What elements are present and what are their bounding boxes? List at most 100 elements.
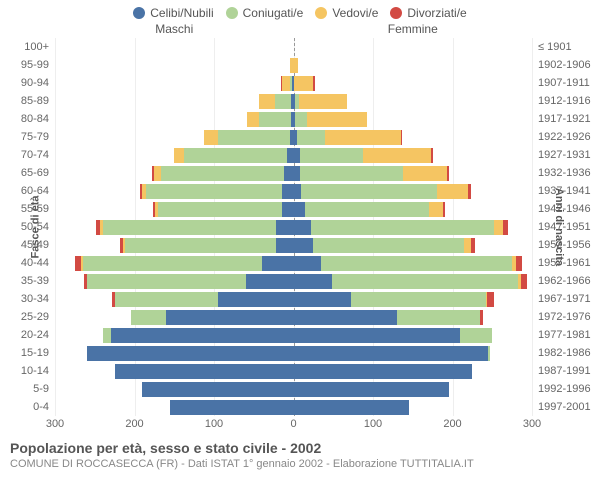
- bar-segment: [471, 238, 475, 253]
- female-bar: [294, 94, 533, 109]
- bar-segment: [294, 328, 461, 343]
- age-label: 55-59: [0, 203, 55, 215]
- bar-segment: [218, 130, 290, 145]
- bar-segment: [494, 220, 504, 235]
- bar-pair: [55, 112, 532, 127]
- bar-segment: [295, 112, 307, 127]
- female-bar: [294, 274, 533, 289]
- bar-segment: [204, 130, 218, 145]
- age-row: 25-291972-1976: [0, 308, 600, 326]
- age-label: 100+: [0, 41, 55, 53]
- bar-pair: [55, 202, 532, 217]
- female-bar: [294, 256, 533, 271]
- bar-pair: [55, 310, 532, 325]
- birth-year-label: 1987-1991: [532, 365, 600, 377]
- male-bar: [55, 94, 294, 109]
- bar-segment: [403, 166, 447, 181]
- legend-item: Vedovi/e: [315, 6, 378, 20]
- bar-segment: [294, 310, 397, 325]
- female-bar: [294, 40, 533, 55]
- bar-segment: [363, 148, 431, 163]
- female-header: Femmine: [294, 22, 533, 36]
- male-bar: [55, 40, 294, 55]
- bar-segment: [429, 202, 443, 217]
- bar-segment: [294, 238, 314, 253]
- birth-year-label: 1962-1966: [532, 275, 600, 287]
- age-label: 0-4: [0, 401, 55, 413]
- male-bar: [55, 130, 294, 145]
- age-label: 40-44: [0, 257, 55, 269]
- female-bar: [294, 130, 533, 145]
- age-label: 50-54: [0, 221, 55, 233]
- bar-pair: [55, 238, 532, 253]
- bar-segment: [460, 328, 492, 343]
- birth-year-label: 1972-1976: [532, 311, 600, 323]
- birth-year-label: 1937-1941: [532, 185, 600, 197]
- bar-segment: [247, 112, 259, 127]
- male-bar: [55, 364, 294, 379]
- female-bar: [294, 184, 533, 199]
- age-label: 20-24: [0, 329, 55, 341]
- legend-item: Coniugati/e: [226, 6, 304, 20]
- birth-year-label: 1957-1961: [532, 257, 600, 269]
- male-bar: [55, 382, 294, 397]
- x-tick: 100: [205, 418, 223, 430]
- bar-segment: [351, 292, 486, 307]
- male-bar: [55, 112, 294, 127]
- bar-segment: [521, 274, 527, 289]
- x-tick: 200: [125, 418, 143, 430]
- birth-year-label: 1932-1936: [532, 167, 600, 179]
- x-tick: 300: [523, 418, 541, 430]
- age-row: 40-44 1957-1961: [0, 254, 600, 272]
- bar-pair: [55, 58, 532, 73]
- legend-marker: [133, 7, 145, 19]
- bar-segment: [259, 94, 275, 109]
- bar-segment: [503, 220, 508, 235]
- male-bar: [55, 238, 294, 253]
- x-axis: 3002001000100200300: [0, 418, 600, 434]
- bar-segment: [294, 292, 351, 307]
- female-bar: [294, 382, 533, 397]
- age-row: 95-991902-1906: [0, 56, 600, 74]
- bar-segment: [294, 184, 302, 199]
- female-bar: [294, 148, 533, 163]
- bar-segment: [437, 184, 469, 199]
- chart-subtitle: COMUNE DI ROCCASECCA (FR) - Dati ISTAT 1…: [10, 458, 590, 470]
- birth-year-label: 1912-1916: [532, 95, 600, 107]
- female-bar: [294, 58, 533, 73]
- bar-segment: [294, 256, 322, 271]
- bar-pair: [55, 274, 532, 289]
- bar-pair: [55, 346, 532, 361]
- bar-segment: [158, 202, 281, 217]
- bar-segment: [294, 400, 409, 415]
- birth-year-label: 1997-2001: [532, 401, 600, 413]
- bar-segment: [174, 148, 184, 163]
- bar-segment: [300, 148, 364, 163]
- legend-item: Celibi/Nubili: [133, 6, 213, 20]
- birth-year-label: 1992-1996: [532, 383, 600, 395]
- age-row: 20-241977-1981: [0, 326, 600, 344]
- age-label: 60-64: [0, 185, 55, 197]
- age-label: 80-84: [0, 113, 55, 125]
- bar-segment: [111, 328, 294, 343]
- bar-segment: [294, 274, 332, 289]
- bar-segment: [103, 220, 276, 235]
- bar-segment: [282, 202, 294, 217]
- male-bar: [55, 346, 294, 361]
- bar-segment: [184, 148, 287, 163]
- x-tick: 0: [290, 418, 296, 430]
- bar-segment: [275, 94, 291, 109]
- bar-segment: [480, 310, 482, 325]
- bar-segment: [115, 292, 218, 307]
- bar-segment: [259, 112, 291, 127]
- bar-segment: [307, 112, 367, 127]
- age-row: 70-741927-1931: [0, 146, 600, 164]
- bar-segment: [166, 310, 293, 325]
- bar-segment: [284, 166, 294, 181]
- bar-segment: [325, 130, 401, 145]
- bar-segment: [294, 364, 473, 379]
- bar-segment: [447, 166, 449, 181]
- bar-segment: [87, 346, 294, 361]
- bar-segment: [161, 166, 284, 181]
- bar-segment: [431, 148, 433, 163]
